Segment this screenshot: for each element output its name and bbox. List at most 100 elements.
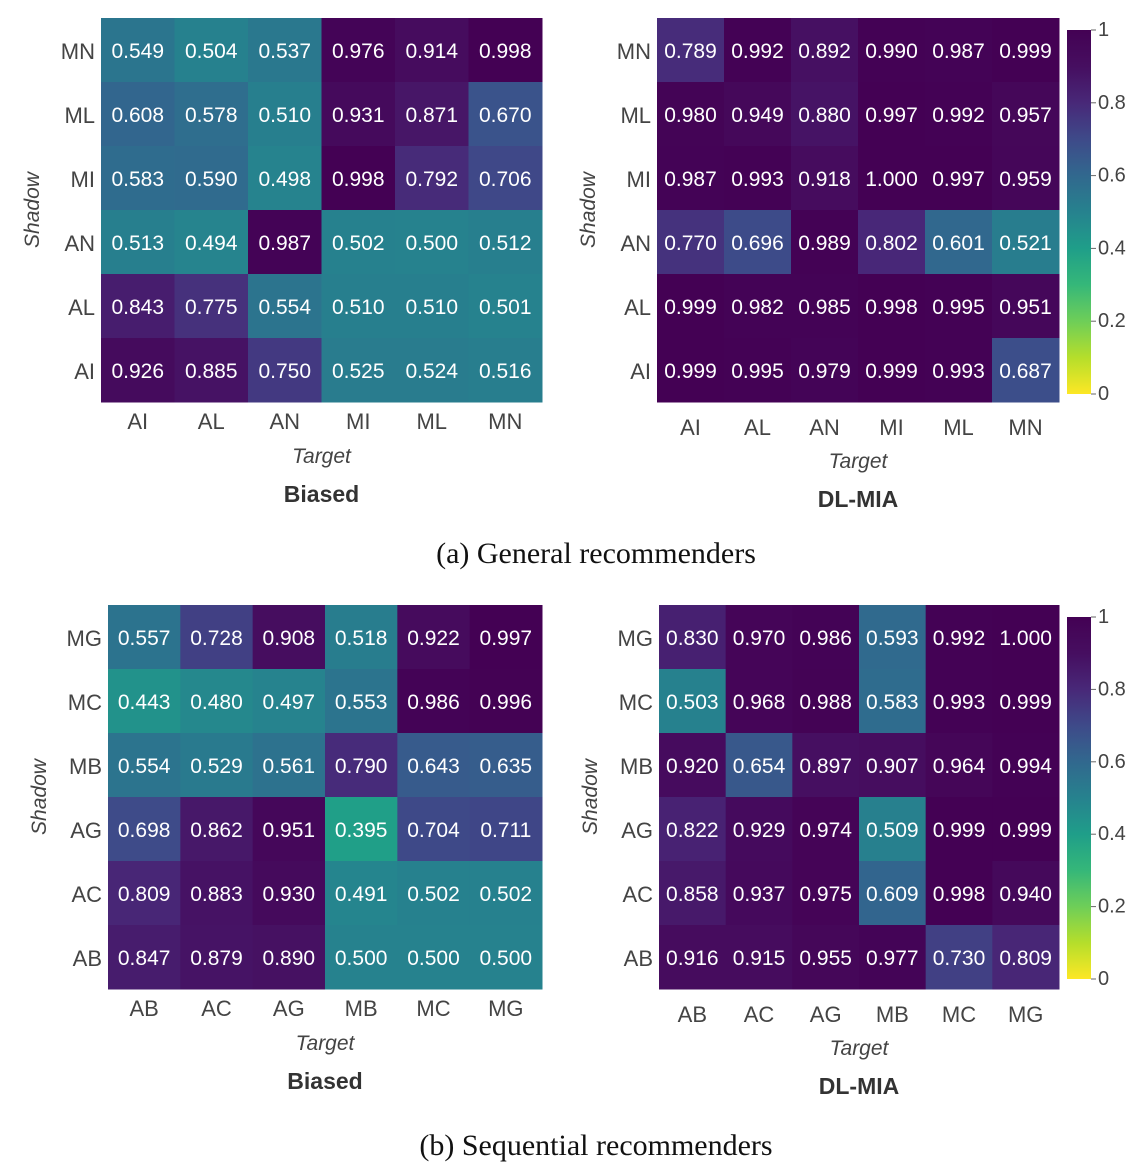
heatmap-cell (657, 338, 725, 403)
cell-label: 0.996 (480, 691, 533, 714)
heatmap-cell (174, 274, 249, 339)
heatmap-cell (791, 210, 859, 275)
heatmap-cell (468, 210, 543, 275)
heatmap-cell (397, 733, 471, 798)
heatmap-cell (395, 146, 469, 211)
heatmap-cell (395, 210, 469, 275)
x-tick-label: AG (810, 1002, 842, 1027)
cell-label: 0.986 (799, 627, 852, 650)
cell-label: 0.524 (405, 360, 458, 383)
heatmap-cell (174, 210, 249, 275)
colorbar-tick-label: 1 (1098, 606, 1109, 628)
heatmap-cell (925, 861, 993, 926)
heatmap-cell (468, 274, 543, 339)
y-tick-label: AL (68, 295, 95, 320)
cell-label: 0.989 (798, 232, 851, 255)
heatmap-cell (174, 338, 249, 403)
y-tick-label: AN (620, 231, 651, 256)
cell-label: 0.553 (335, 691, 388, 714)
panel-title: DL-MIA (818, 486, 898, 512)
colorbar-tick-label: 0.6 (1098, 165, 1126, 187)
panel-title: DL-MIA (819, 1073, 899, 1099)
cell-label: 0.502 (407, 883, 460, 906)
cell-label: 0.518 (335, 627, 388, 650)
cell-label: 0.537 (258, 40, 311, 63)
cell-label: 0.609 (866, 883, 919, 906)
cell-label: 0.951 (999, 296, 1052, 319)
x-tick-label: ML (943, 415, 974, 440)
cell-label: 0.498 (258, 168, 311, 191)
cell-label: 0.957 (999, 104, 1052, 127)
cell-label: 0.994 (999, 755, 1052, 778)
heatmap-cell (858, 210, 926, 275)
heatmap-cell (108, 605, 181, 670)
cell-label: 0.985 (798, 296, 851, 319)
heatmap-cell (395, 82, 469, 147)
cell-label: 0.907 (866, 755, 919, 778)
heatmap-cell (180, 925, 254, 990)
cell-label: 0.922 (407, 627, 460, 650)
cell-label: 0.992 (731, 40, 784, 63)
heatmap-cell (725, 605, 793, 670)
x-tick-label: MC (942, 1002, 976, 1027)
heatmap-cell (992, 669, 1060, 734)
cell-label: 0.931 (332, 104, 385, 127)
y-tick-label: AN (64, 231, 95, 256)
x-tick-label: MG (488, 996, 523, 1021)
colorbar-tick-label: 0.8 (1098, 678, 1126, 700)
heatmap-cell (791, 274, 859, 339)
cell-label: 0.510 (258, 104, 311, 127)
y-tick-label: MG (618, 626, 653, 651)
cell-label: 0.999 (999, 819, 1052, 842)
colorbar: 0 0.2 0.4 0.6 0.8 1 (1067, 19, 1126, 405)
cell-label: 1.000 (865, 168, 918, 191)
heatmap-cell (248, 274, 322, 339)
cell-label: 0.915 (733, 947, 786, 970)
heatmap-cell (859, 733, 927, 798)
caption-b: (b) Sequential recommenders (419, 1129, 772, 1162)
heatmap-cell (469, 861, 543, 926)
heatmap-cell (469, 797, 543, 862)
cell-label: 0.554 (258, 296, 311, 319)
x-tick-label: MB (876, 1002, 909, 1027)
heatmap-panel-1: 0.549 0.504 0.537 0.976 0.914 0.998 0.608 0.578… (21, 18, 543, 507)
y-tick-label: AL (624, 295, 651, 320)
cell-label: 0.593 (866, 627, 919, 650)
x-tick-label: AN (269, 409, 300, 434)
cell-label: 0.730 (933, 947, 986, 970)
x-tick-label: ML (416, 409, 447, 434)
cell-label: 0.822 (666, 819, 719, 842)
cell-label: 0.980 (664, 104, 717, 127)
heatmap-cell (101, 82, 175, 147)
heatmap-cell (858, 274, 926, 339)
heatmap-cell (792, 861, 860, 926)
heatmap-cell (925, 210, 993, 275)
heatmap-cell (659, 797, 727, 862)
heatmap-cell (252, 733, 326, 798)
heatmap-cell (468, 18, 543, 83)
cell-label: 0.920 (666, 755, 719, 778)
heatmap-cell (659, 605, 727, 670)
heatmap-cell (792, 605, 860, 670)
x-tick-label: AI (127, 409, 148, 434)
cell-label: 0.510 (405, 296, 458, 319)
cell-label: 0.750 (258, 360, 311, 383)
heatmap-cell (791, 18, 859, 83)
y-axis-title: Shadow (579, 757, 602, 835)
cell-label: 0.529 (190, 755, 243, 778)
cell-label: 0.929 (733, 819, 786, 842)
heatmap-cell (657, 82, 725, 147)
heatmap-cell (248, 82, 322, 147)
heatmap-cell (792, 733, 860, 798)
heatmap-cell (725, 669, 793, 734)
cell-label: 0.862 (190, 819, 243, 842)
colorbar: 0 0.2 0.4 0.6 0.8 1 (1067, 606, 1126, 990)
heatmap-cell (469, 733, 543, 798)
heatmap-cell (859, 861, 927, 926)
cell-label: 0.395 (335, 819, 388, 842)
cell-label: 0.521 (999, 232, 1052, 255)
cell-label: 0.554 (118, 755, 171, 778)
cell-label: 0.997 (480, 627, 533, 650)
cell-label: 0.998 (865, 296, 918, 319)
